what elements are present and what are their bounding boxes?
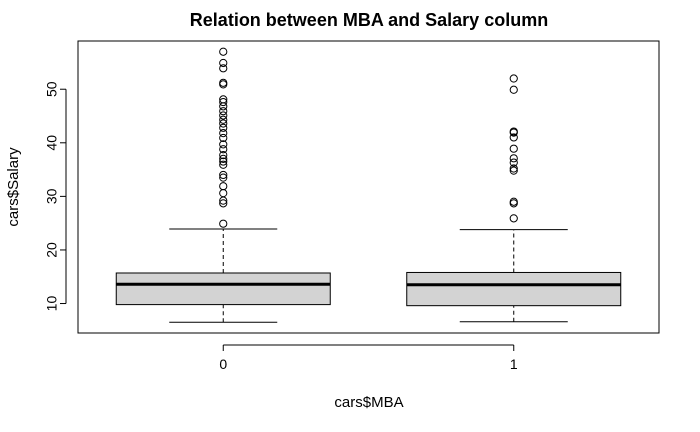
outlier-point-0-25 xyxy=(219,64,228,73)
outlier-point-0-8 xyxy=(219,157,228,166)
outlier-point-0-5 xyxy=(219,173,228,182)
outlier-point-0-9 xyxy=(219,154,228,163)
box-0 xyxy=(115,272,331,306)
outlier-point-0-24 xyxy=(219,78,228,87)
outlier-point-0-1 xyxy=(219,199,228,208)
outlier-point-0-13 xyxy=(219,133,228,143)
outlier-point-0-18 xyxy=(219,111,228,120)
outlier-point-0-14 xyxy=(219,129,228,138)
outlier-point-1-1 xyxy=(509,199,518,208)
outlier-point-1-0 xyxy=(509,214,518,223)
box-group-0 xyxy=(115,47,331,323)
outlier-point-1-11 xyxy=(509,85,518,94)
outlier-point-0-20 xyxy=(219,102,228,111)
box-1 xyxy=(406,271,622,307)
outlier-point-1-3 xyxy=(509,166,518,175)
x-axis-label: cars$MBA xyxy=(334,394,403,411)
outlier-point-0-6 xyxy=(219,170,228,180)
x-tick-label-1: 1 xyxy=(510,356,518,372)
outlier-point-0-3 xyxy=(219,189,228,198)
x-tick-label-0: 0 xyxy=(219,356,227,372)
y-tick-label-40: 40 xyxy=(44,135,60,151)
y-tick-label-10: 10 xyxy=(44,296,60,312)
outlier-point-0-0 xyxy=(219,219,228,228)
outlier-point-1-2 xyxy=(509,197,518,206)
outlier-point-0-16 xyxy=(219,119,228,128)
y-tick-label-20: 20 xyxy=(44,242,60,258)
outlier-point-0-7 xyxy=(219,160,228,169)
outlier-point-1-6 xyxy=(509,154,518,163)
plot-frame xyxy=(77,40,660,334)
outlier-point-0-4 xyxy=(219,182,228,191)
box-group-1 xyxy=(406,74,622,323)
outlier-point-0-10 xyxy=(219,151,228,160)
outlier-point-0-27 xyxy=(219,47,228,56)
outlier-point-0-11 xyxy=(219,145,228,154)
y-tick-label-50: 50 xyxy=(44,81,60,97)
outlier-point-1-10 xyxy=(509,127,518,136)
outlier-point-1-8 xyxy=(509,133,518,142)
outlier-point-1-4 xyxy=(509,164,518,173)
outlier-point-0-21 xyxy=(219,97,228,107)
outlier-point-1-5 xyxy=(509,158,518,167)
outlier-point-0-19 xyxy=(219,107,228,116)
boxes-group xyxy=(115,47,622,323)
outlier-point-0-12 xyxy=(219,140,228,149)
y-axis-label: cars$Salary xyxy=(5,147,22,227)
outlier-point-0-23 xyxy=(219,80,228,89)
outlier-point-1-12 xyxy=(509,74,518,83)
outlier-point-0-26 xyxy=(219,58,228,68)
y-tick-label-30: 30 xyxy=(44,188,60,204)
outlier-point-0-22 xyxy=(219,95,228,104)
outlier-point-0-15 xyxy=(219,123,228,132)
chart-title: Relation between MBA and Salary column xyxy=(190,10,548,30)
outlier-point-0-17 xyxy=(219,115,228,124)
outlier-point-1-7 xyxy=(509,144,518,153)
y-axis: 10 20 30 40 50 xyxy=(44,81,67,312)
